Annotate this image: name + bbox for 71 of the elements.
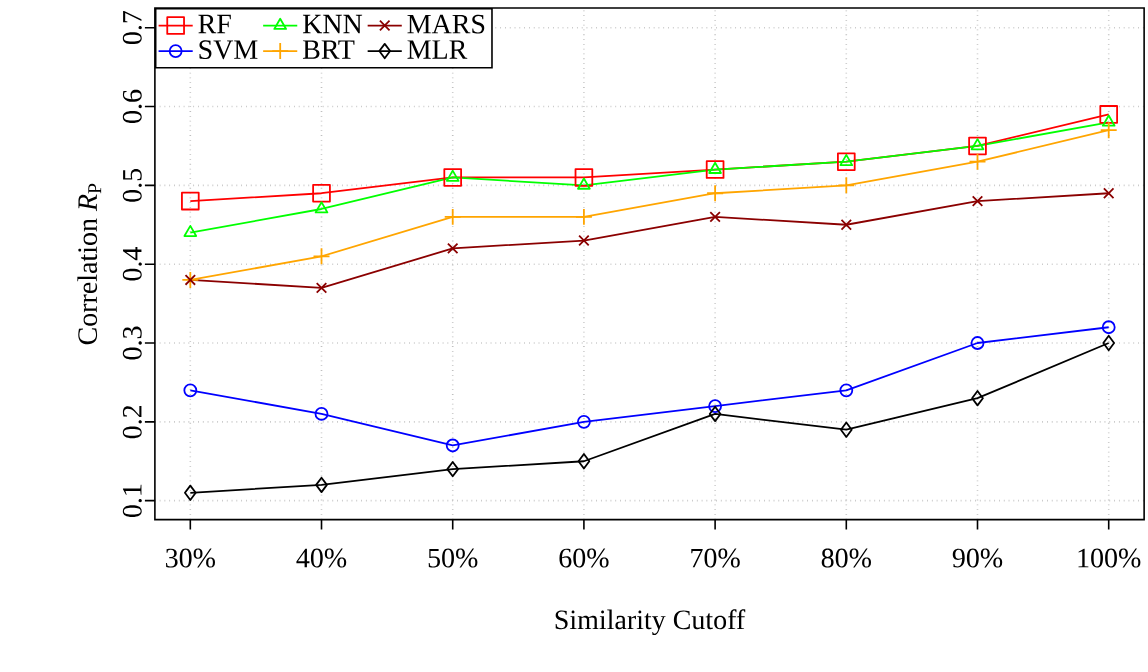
point: [708, 398, 723, 413]
point: [708, 161, 722, 174]
point: [1099, 121, 1118, 139]
point: [575, 207, 593, 226]
point: [970, 335, 985, 350]
point: [181, 191, 200, 211]
y-tick-label: 0.4: [122, 246, 142, 281]
x-tick-label: 90%: [952, 548, 1003, 568]
point: [183, 224, 198, 237]
legend-label: MARS: [407, 14, 485, 34]
legend-label: MLR: [407, 40, 468, 59]
point: [577, 452, 591, 470]
point: [839, 383, 854, 397]
point: [445, 169, 460, 182]
point: [315, 281, 328, 294]
point: [1101, 320, 1116, 334]
point: [577, 414, 591, 429]
point: [1101, 114, 1116, 127]
point: [181, 270, 200, 289]
point: [1102, 334, 1115, 351]
y-tick-label: 0.6: [122, 89, 142, 123]
y-tick-label: 0.2: [122, 405, 142, 439]
point: [971, 389, 984, 407]
y-tick-label: 0.5: [122, 168, 142, 202]
point: [1102, 187, 1115, 199]
point: [1099, 104, 1118, 124]
y-tick-label: 0.7: [122, 10, 142, 44]
point: [705, 160, 725, 179]
point: [709, 210, 721, 223]
point: [578, 234, 590, 246]
point: [574, 167, 594, 187]
point: [445, 438, 460, 453]
point: [837, 152, 856, 171]
point: [971, 195, 984, 207]
point: [708, 405, 722, 422]
point: [314, 201, 329, 214]
point: [968, 152, 987, 171]
x-axis-title: Similarity Cutoff: [555, 609, 746, 635]
point: [312, 183, 331, 203]
point: [840, 218, 853, 231]
point: [443, 167, 462, 187]
legend-label: SVM: [199, 40, 258, 60]
y-tick-label: 0.1: [122, 484, 142, 517]
point: [315, 476, 328, 493]
legend-label: RF: [198, 14, 231, 33]
x-tick-label: 40%: [296, 548, 347, 568]
point: [184, 484, 197, 501]
point: [837, 176, 856, 194]
point: [184, 274, 197, 286]
point: [577, 177, 591, 190]
point: [447, 242, 459, 254]
legend-label: KNN: [302, 14, 363, 33]
point: [314, 406, 329, 421]
point: [968, 136, 987, 155]
point: [312, 247, 331, 265]
x-tick-label: 30%: [166, 548, 215, 568]
x-tick-label: 70%: [691, 548, 740, 568]
point: [839, 153, 854, 166]
x-tick-label: 60%: [559, 548, 609, 568]
y-tick-label: 0.3: [122, 326, 142, 360]
point: [970, 138, 985, 150]
x-tick-label: 100%: [1078, 548, 1141, 568]
point: [183, 383, 198, 397]
legend-label: BRT: [302, 40, 355, 59]
x-tick-label: 50%: [428, 548, 478, 568]
point: [446, 460, 460, 477]
point: [706, 184, 724, 202]
point: [840, 421, 853, 438]
y-axis-title: Correlation R$_{P}$: [77, 183, 102, 345]
point: [443, 207, 462, 226]
x-tick-label: 80%: [821, 548, 871, 568]
